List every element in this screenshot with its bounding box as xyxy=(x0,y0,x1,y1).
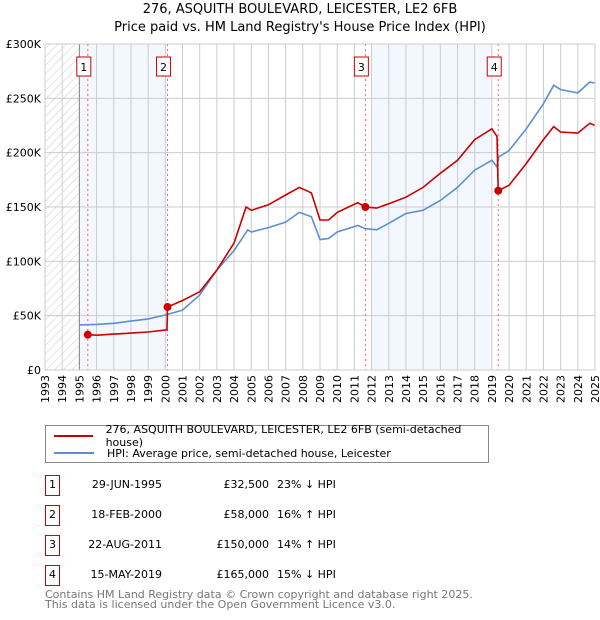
sale-date: 29-JUN-1995 xyxy=(91,478,162,491)
x-tick-label: 2013 xyxy=(383,375,396,403)
x-tick-label: 2016 xyxy=(434,375,447,403)
price-chart: 1993 1994 1995 1996 1997 1998 1999 2000 2001 2002… xyxy=(6,38,600,403)
sale-label-box xyxy=(353,56,369,77)
marker-badge: 2 xyxy=(45,505,60,526)
transaction-row: 3 22-AUG-2011 £150,000 14% ↑ HPI xyxy=(45,535,545,556)
x-tick-label: 1999 xyxy=(142,375,155,403)
chart-subtitle: Price paid vs. HM Land Registry's House … xyxy=(114,20,486,35)
legend-label: HPI: Average price, semi-detached house,… xyxy=(107,446,391,460)
x-tick-label: 2014 xyxy=(400,375,413,403)
x-tick-label: 2000 xyxy=(159,375,172,403)
sale-price: £165,000 xyxy=(216,568,270,581)
sale-point xyxy=(494,186,503,195)
x-tick-label: 2018 xyxy=(469,375,482,403)
hpi-series-line xyxy=(79,81,596,326)
x-tick-label: 2003 xyxy=(211,375,224,403)
x-tick-label: 2006 xyxy=(262,375,275,403)
hpi-diff: 23% ↓ HPI xyxy=(277,478,336,491)
sale-date: 15-MAY-2019 xyxy=(90,568,162,581)
y-tick-label: £0 xyxy=(27,364,41,377)
x-tick-label: 2025 xyxy=(589,375,600,403)
y-tick-label: £200K xyxy=(6,147,42,160)
hpi-diff: 14% ↑ HPI xyxy=(277,538,336,551)
sale-price: £150,000 xyxy=(216,538,270,551)
x-tick-label: 1993 xyxy=(39,375,52,403)
x-tick-label: 2002 xyxy=(194,375,207,403)
sale-label-box xyxy=(156,56,172,77)
sale-date: 18-FEB-2000 xyxy=(91,508,162,521)
sale-label-text: 3 xyxy=(358,61,365,74)
x-tick-label: 1996 xyxy=(91,375,104,403)
marker-badge: 4 xyxy=(45,565,60,586)
x-tick-label: 2001 xyxy=(177,375,190,403)
y-tick-label: £50K xyxy=(13,310,42,323)
y-tick-label: £100K xyxy=(6,255,42,268)
red-line-swatch xyxy=(54,435,93,437)
sale-label-1: 1 xyxy=(76,56,92,77)
sale-label-text: 2 xyxy=(160,61,167,74)
x-tick-label: 2010 xyxy=(331,375,344,403)
sale-label-4: 4 xyxy=(486,56,502,77)
marker-badge: 3 xyxy=(45,535,60,556)
legend-label: 276, ASQUITH BOULEVARD, LEICESTER, LE2 6… xyxy=(105,423,462,449)
y-tick-label: £250K xyxy=(6,92,42,105)
x-tick-label: 2024 xyxy=(572,375,585,403)
x-tick-label: 2022 xyxy=(537,375,550,403)
property-series-line xyxy=(87,122,596,337)
sale-point xyxy=(361,203,370,211)
sale-point xyxy=(83,330,92,339)
sale-label-text: 1 xyxy=(80,61,87,74)
x-tick-label: 2008 xyxy=(297,375,310,403)
copyright-text: Contains HM Land Registry data © Crown c… xyxy=(45,588,473,601)
footer: Contains HM Land Registry data © Crown c… xyxy=(45,588,473,611)
chart-title: 276, ASQUITH BOULEVARD, LEICESTER, LE2 6… xyxy=(142,2,458,17)
x-tick-label: 2011 xyxy=(348,375,361,403)
legend-item-hpi: HPI: Average price, semi-detached house,… xyxy=(54,445,391,461)
x-tick-label: 2009 xyxy=(314,375,327,403)
hpi-diff: 15% ↓ HPI xyxy=(277,568,336,581)
hpi-diff: 16% ↑ HPI xyxy=(277,508,336,521)
x-tick-label: 2015 xyxy=(417,375,430,403)
transaction-row: 1 29-JUN-1995 £32,500 23% ↓ HPI xyxy=(45,475,545,496)
x-tick-label: 1997 xyxy=(108,375,121,403)
x-tick-label: 2021 xyxy=(520,375,533,403)
sale-label-3: 3 xyxy=(353,56,369,77)
legend: 276, ASQUITH BOULEVARD, LEICESTER, LE2 6… xyxy=(45,423,489,463)
x-tick-label: 1995 xyxy=(73,375,86,403)
sale-date: 22-AUG-2011 xyxy=(88,538,162,551)
x-tick-label: 2017 xyxy=(452,375,465,403)
sale-price: £32,500 xyxy=(223,478,270,491)
sale-label-box xyxy=(76,56,92,77)
x-tick-label: 2004 xyxy=(228,375,241,403)
y-tick-label: £300K xyxy=(6,38,42,51)
sale-label-2: 2 xyxy=(156,56,172,77)
licence-text: This data is licensed under the Open Gov… xyxy=(45,598,396,611)
x-tick-label: 2019 xyxy=(486,375,499,403)
x-tick-label: 2012 xyxy=(366,375,379,403)
y-tick-label: £150K xyxy=(6,201,42,214)
x-tick-label: 1998 xyxy=(125,375,138,403)
x-tick-label: 2005 xyxy=(245,375,258,403)
transaction-row: 2 18-FEB-2000 £58,000 16% ↑ HPI xyxy=(45,505,545,526)
plot-border xyxy=(44,43,596,371)
blue-line-swatch xyxy=(54,452,94,454)
sale-point xyxy=(163,302,172,311)
legend-item-property: 276, ASQUITH BOULEVARD, LEICESTER, LE2 6… xyxy=(54,423,488,449)
x-tick-label: 2007 xyxy=(280,375,293,403)
sale-label-text: 4 xyxy=(491,61,498,74)
x-tick-label: 2023 xyxy=(555,375,568,403)
sale-label-box xyxy=(486,56,502,77)
x-tick-label: 1994 xyxy=(56,375,69,403)
transaction-row: 4 15-MAY-2019 £165,000 15% ↓ HPI xyxy=(45,565,545,586)
x-tick-label: 2020 xyxy=(503,375,516,403)
marker-badge: 1 xyxy=(45,475,60,496)
sale-price: £58,000 xyxy=(223,508,270,521)
